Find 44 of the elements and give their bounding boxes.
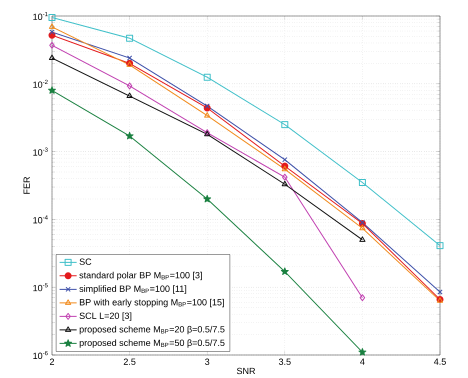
point (203, 194, 212, 202)
point (48, 86, 56, 94)
x-tick-label: 4 (360, 358, 365, 365)
point (358, 348, 366, 356)
x-tick-label: 2.5 (124, 358, 136, 365)
y-tick-label: 10$^{-4}$ (33, 215, 48, 224)
point (126, 82, 132, 90)
y-tick-label: 10$^{-5}$ (33, 283, 48, 292)
point (204, 74, 211, 81)
legend-label: standard polar BP M$_{BP}$=100 [3] (79, 272, 202, 280)
point (281, 121, 288, 128)
point (126, 92, 133, 98)
x-axis-title: SNR (236, 368, 256, 374)
x-tick-label: 2 (50, 358, 54, 365)
point (204, 103, 210, 109)
x-tick-label: 3.5 (278, 358, 291, 365)
legend-label: SCL L=20 [3] (80, 312, 132, 321)
y-axis-title: FER (24, 176, 30, 194)
point (282, 157, 288, 162)
y-tick-label: 10$^{-2}$ (33, 80, 48, 88)
legend-label: proposed scheme M$_{BP}$=50 β=0.5/7.5 (80, 339, 225, 348)
point (282, 180, 288, 186)
y-tick-label: 10$^{-6}$ (33, 350, 48, 360)
legend-label: SC (80, 258, 92, 265)
legend-label: proposed scheme M$_{BP}$=20 β=0.5/7.5 (80, 326, 225, 334)
point (358, 179, 366, 186)
point (126, 34, 134, 42)
point (436, 242, 444, 250)
point (49, 29, 55, 35)
point (282, 174, 288, 181)
point (282, 166, 288, 172)
y-tick-label: 10$^{-3}$ (33, 148, 48, 156)
x-tick-label: 4.5 (434, 358, 446, 365)
point (48, 14, 56, 22)
point (359, 224, 366, 230)
y-tick-label: 10$^{-1}$ (33, 12, 48, 20)
x-tick-label: 3 (205, 358, 210, 365)
legend-label: BP with early stopping M$_{BP}$=100 [15] (80, 298, 224, 308)
point (204, 112, 210, 118)
point (126, 55, 132, 61)
point (280, 267, 289, 275)
point (126, 132, 134, 140)
legend-label: simplified BP M$_{BP}$=100 [11] (79, 285, 186, 294)
point (437, 289, 443, 295)
